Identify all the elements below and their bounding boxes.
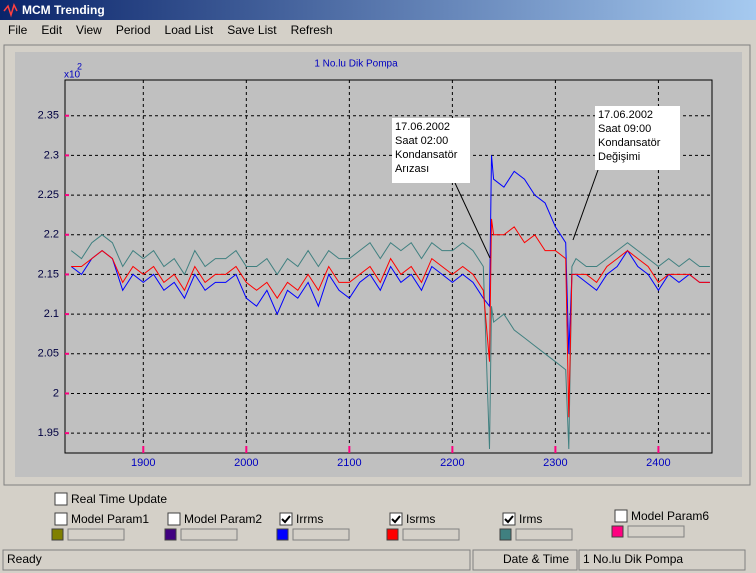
color-swatch[interactable] — [276, 528, 289, 541]
color-button[interactable] — [402, 528, 460, 541]
status-bar — [0, 548, 756, 573]
checkbox-label: Irms — [519, 512, 542, 526]
checkbox-label: Isrms — [406, 512, 435, 526]
x-tick-label: 2100 — [337, 457, 361, 469]
checkbox-label: Model Param2 — [184, 512, 262, 526]
status-text: 1 No.lu Dik Pompa — [583, 552, 683, 566]
y-tick-label: 2.3 — [44, 149, 59, 161]
menu-item[interactable]: Save List — [227, 23, 277, 37]
x-tick-label: 2300 — [543, 457, 567, 469]
checkbox[interactable] — [279, 512, 293, 526]
annotation-text: Değişimi — [598, 151, 640, 163]
checkbox[interactable] — [502, 512, 516, 526]
color-swatch[interactable] — [386, 528, 399, 541]
check-mark — [391, 515, 401, 524]
status-panel — [472, 549, 578, 571]
checkbox[interactable] — [614, 509, 628, 523]
y-tick-label: 2 — [53, 387, 59, 399]
x-tick-label: 2400 — [646, 457, 670, 469]
menu-item[interactable]: View — [76, 23, 102, 37]
color-button[interactable] — [180, 528, 238, 541]
checkbox[interactable] — [389, 512, 403, 526]
y-tick-label: 1.95 — [38, 427, 59, 439]
series-line — [70, 155, 710, 354]
y-tick-label: 2.25 — [38, 189, 59, 201]
checkbox[interactable] — [54, 492, 68, 506]
status-panel — [578, 549, 746, 571]
color-button[interactable] — [515, 528, 573, 541]
title-bar — [0, 0, 756, 20]
menu-item[interactable]: Edit — [41, 23, 62, 37]
annotation-arrow — [454, 182, 491, 259]
color-button[interactable] — [292, 528, 350, 541]
check-mark — [281, 515, 291, 524]
color-swatch[interactable] — [499, 528, 512, 541]
annotation-text: 17.06.2002 — [395, 121, 450, 133]
menu-item[interactable]: Load List — [165, 23, 214, 37]
y-tick-label: 2.2 — [44, 229, 59, 241]
annotation-box — [392, 118, 470, 183]
annotation-box — [595, 106, 680, 170]
color-swatch[interactable] — [611, 525, 624, 538]
status-text: Date & Time — [503, 552, 569, 566]
x-tick-label: 2200 — [440, 457, 464, 469]
annotation-text: Arızası — [395, 163, 429, 175]
checkbox[interactable] — [167, 512, 181, 526]
status-text: Ready — [7, 552, 42, 566]
x-tick-label: 1900 — [131, 457, 155, 469]
checkbox-label: Irrms — [296, 512, 323, 526]
annotation-text: Saat 02:00 — [395, 135, 448, 147]
y-exponent: 2 — [77, 61, 82, 71]
annotation-text: Kondansatör — [395, 149, 458, 161]
menu-item[interactable]: File — [8, 23, 28, 37]
checkbox-label: Model Param1 — [71, 512, 149, 526]
annotation-arrow — [572, 169, 599, 241]
checkbox[interactable] — [54, 512, 68, 526]
series-line — [70, 234, 710, 450]
annotation-text: Saat 09:00 — [598, 123, 651, 135]
y-tick-label: 2.15 — [38, 268, 59, 280]
color-swatch[interactable] — [164, 528, 177, 541]
annotation-text: Kondansatör — [598, 137, 661, 149]
x-tick-label: 2000 — [234, 457, 258, 469]
annotation-text: 17.06.2002 — [598, 109, 653, 121]
y-tick-label: 2.1 — [44, 308, 59, 320]
chart-title: 1 No.lu Dik Pompa — [314, 59, 398, 70]
menu-item[interactable]: Period — [116, 23, 151, 37]
check-mark — [504, 515, 514, 524]
y-multiplier: x10 — [64, 70, 81, 81]
window-title: MCM Trending — [22, 3, 105, 17]
series-line — [71, 218, 710, 418]
status-panel — [2, 549, 471, 571]
y-tick-label: 2.05 — [38, 348, 59, 360]
checkbox-label: Real Time Update — [71, 492, 167, 506]
color-swatch[interactable] — [51, 528, 64, 541]
color-button[interactable] — [67, 528, 125, 541]
color-button[interactable] — [627, 525, 685, 538]
y-tick-label: 2.35 — [38, 110, 59, 122]
checkbox-label: Model Param6 — [631, 509, 709, 523]
app-icon — [3, 2, 18, 18]
menu-item[interactable]: Refresh — [291, 23, 333, 37]
